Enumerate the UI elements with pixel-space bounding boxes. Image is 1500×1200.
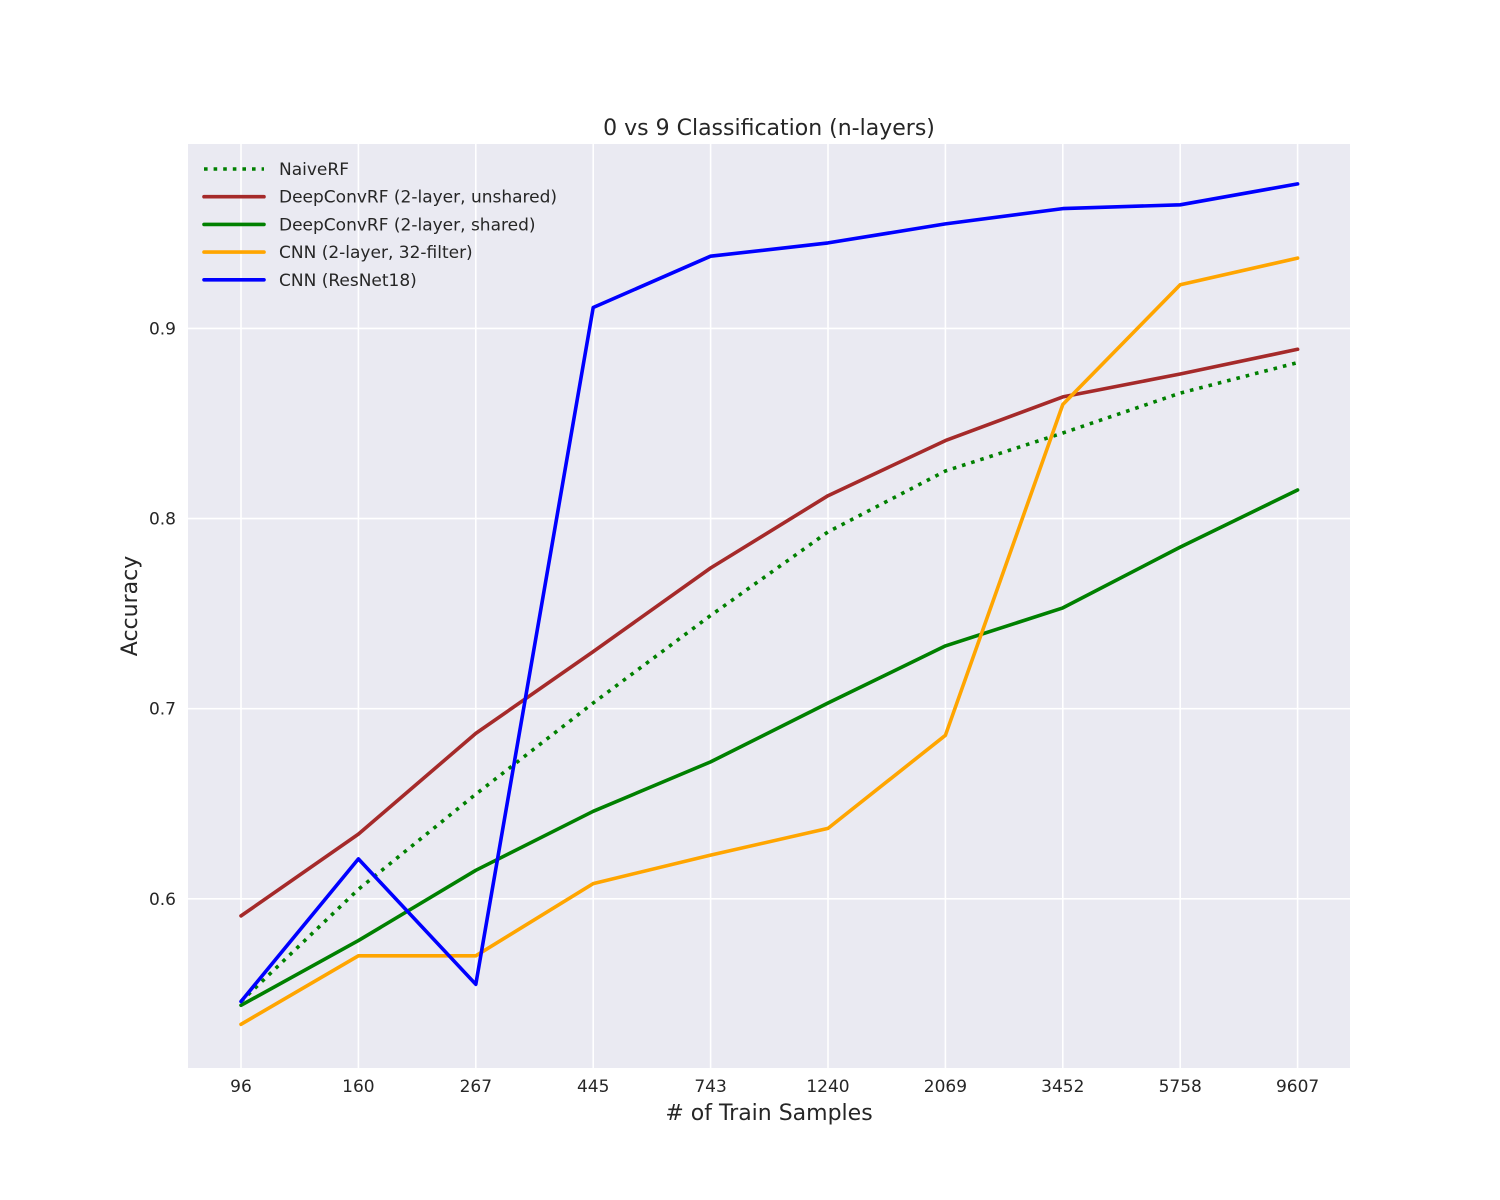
grid-lines xyxy=(188,144,1350,1068)
x-tick-label: 267 xyxy=(460,1077,492,1097)
series-line-2 xyxy=(239,347,1300,918)
legend-label: NaiveRF xyxy=(279,160,349,180)
y-tick-label: 0.9 xyxy=(149,319,176,339)
legend-label: DeepConvRF (2-layer, shared) xyxy=(279,215,536,235)
x-tick-label: 445 xyxy=(577,1077,609,1097)
x-tick-label: 5758 xyxy=(1159,1077,1202,1097)
chart-title: 0 vs 9 Classification (n-layers) xyxy=(603,116,935,141)
plot-area-background xyxy=(188,144,1350,1068)
series-line-5 xyxy=(239,182,1300,1004)
x-tick-label: 9607 xyxy=(1276,1077,1319,1097)
y-axis-label: Accuracy xyxy=(118,556,143,656)
x-tick-label: 160 xyxy=(342,1077,374,1097)
legend: NaiveRF DeepConvRF (2-layer, unshared) Dee… xyxy=(202,160,557,291)
series-lines xyxy=(239,182,1300,1027)
series-line-4 xyxy=(239,256,1300,1027)
x-tick-label: 1240 xyxy=(806,1077,849,1097)
tick-labels: 96 160 267 445 743 1240 2069 3452 5758 9607 0.6 0.7… xyxy=(149,319,1319,1097)
y-tick-label: 0.6 xyxy=(149,890,176,910)
legend-label: CNN (ResNet18) xyxy=(279,271,417,291)
x-tick-label: 96 xyxy=(230,1077,252,1097)
x-tick-label: 3452 xyxy=(1041,1077,1084,1097)
y-tick-label: 0.8 xyxy=(149,510,176,530)
legend-label: DeepConvRF (2-layer, unshared) xyxy=(279,188,557,208)
x-tick-label: 743 xyxy=(694,1077,726,1097)
y-tick-label: 0.7 xyxy=(149,700,176,720)
series-line-3 xyxy=(239,488,1300,1008)
x-tick-label: 2069 xyxy=(924,1077,967,1097)
legend-label: CNN (2-layer, 32-filter) xyxy=(279,243,473,263)
x-axis-label: # of Train Samples xyxy=(665,1101,872,1126)
